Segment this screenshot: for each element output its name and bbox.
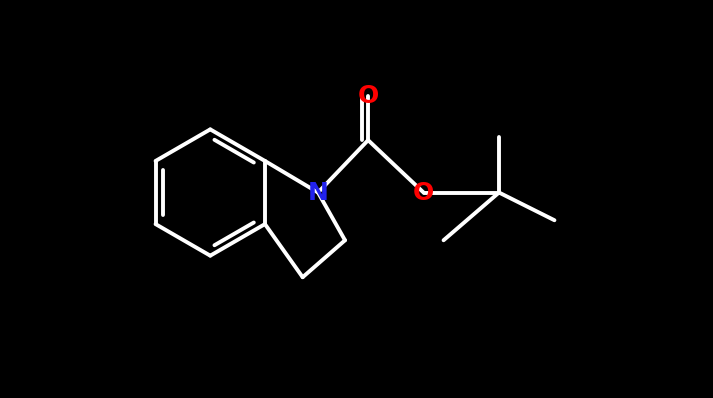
Text: N: N <box>307 181 329 205</box>
Text: O: O <box>357 84 379 108</box>
Text: O: O <box>413 181 434 205</box>
